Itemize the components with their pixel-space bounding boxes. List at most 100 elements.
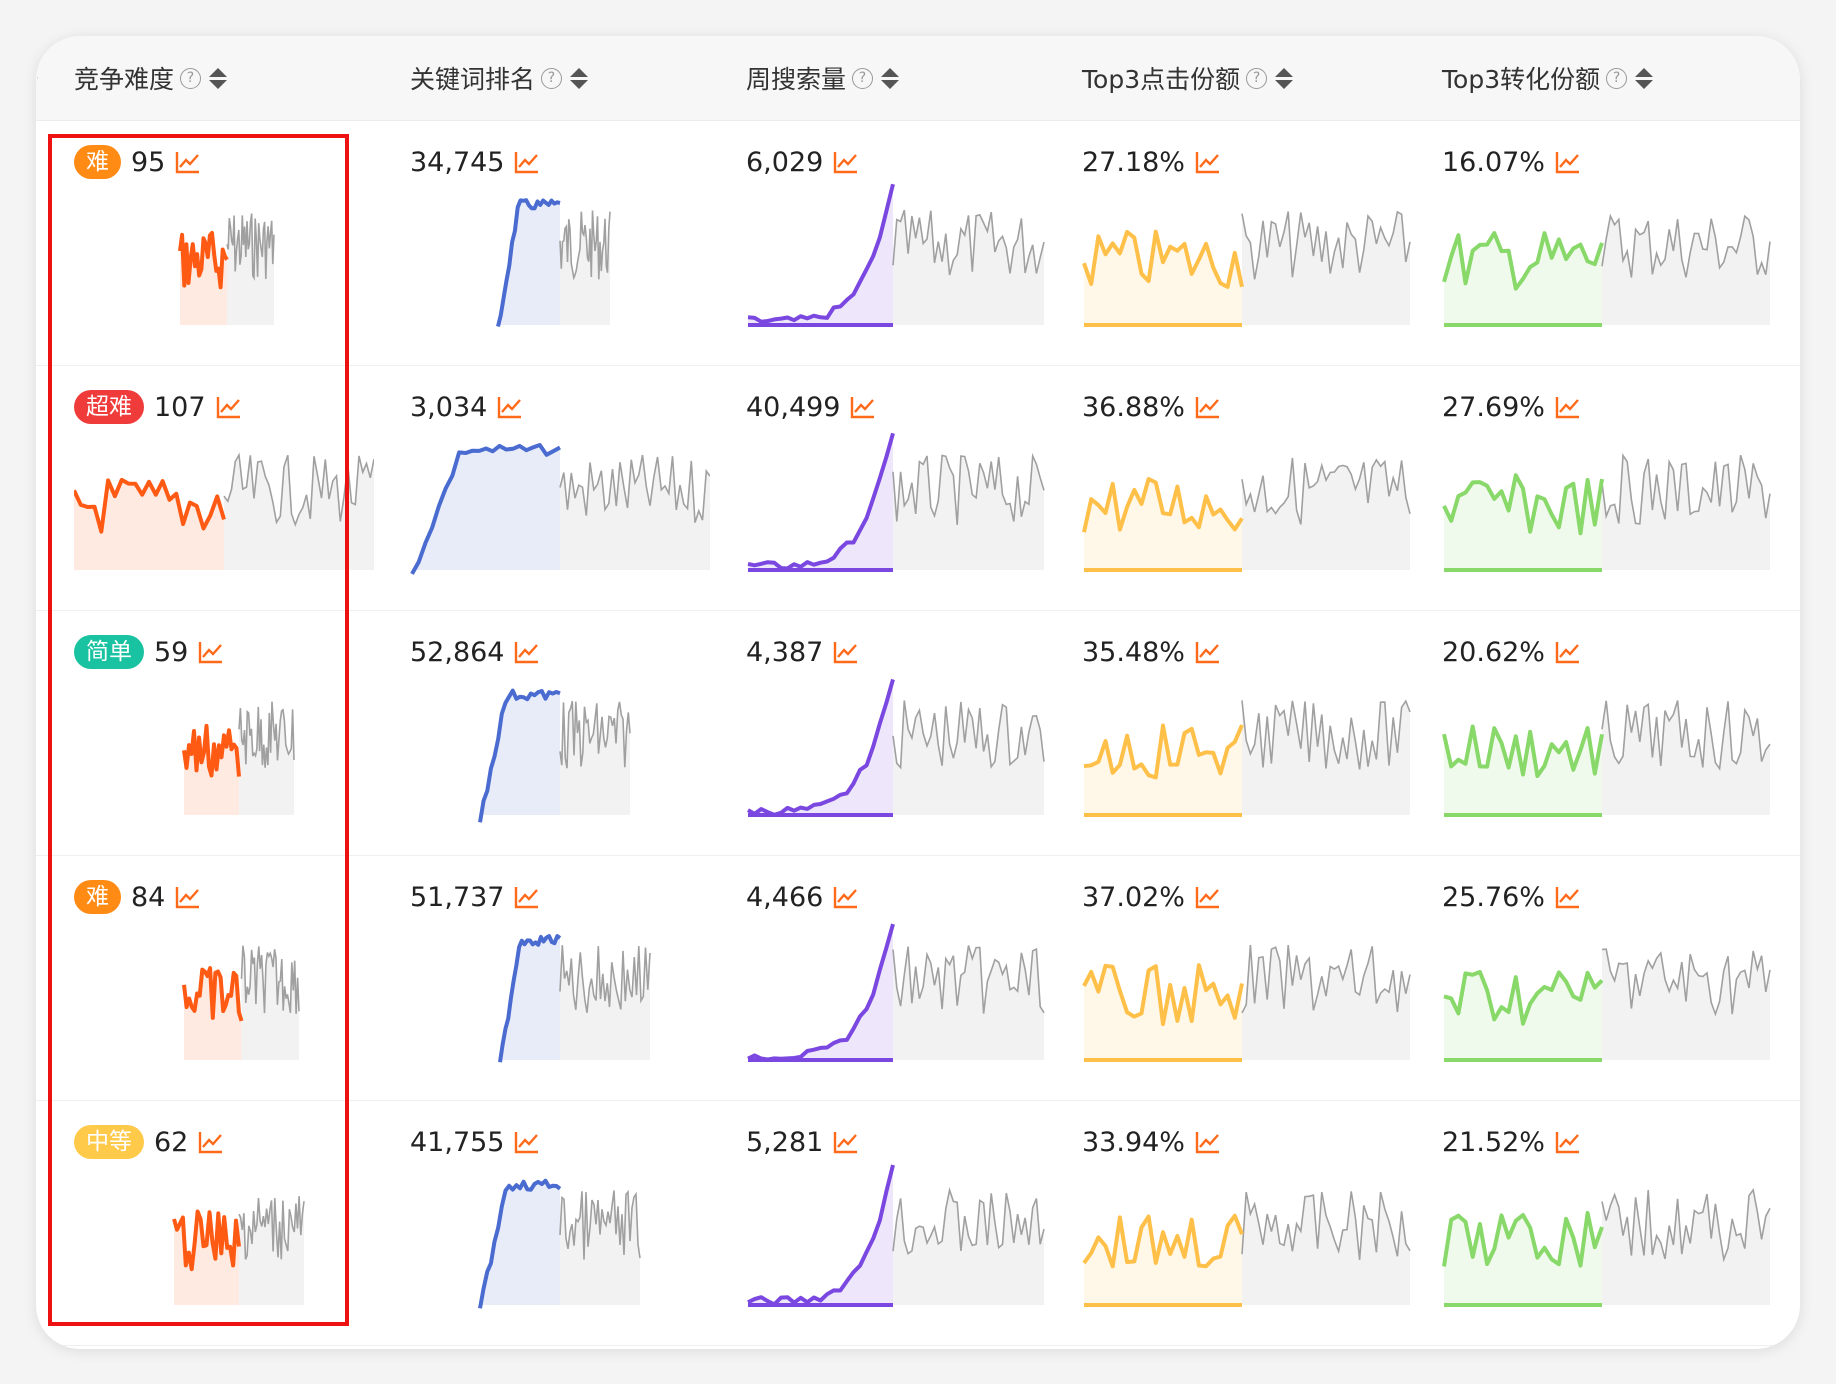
sparkline-area: [1084, 725, 1242, 815]
table-row[interactable]: 超难 107 3,034 40,499 36.88% 27.69%: [36, 365, 1800, 611]
cell-rank: 34,745: [410, 120, 710, 365]
trend-chart-icon[interactable]: [1195, 395, 1221, 419]
trend-chart-icon[interactable]: [216, 395, 242, 419]
column-header-conv-share[interactable]: Top3转化份额 ?: [1442, 36, 1654, 120]
sparkline-current-line: [496, 198, 561, 327]
sparkline-area: [74, 479, 224, 570]
column-header-volume[interactable]: 周搜索量 ?: [746, 36, 900, 120]
trend-chart-icon[interactable]: [198, 1130, 224, 1154]
sparkline-current-line: [182, 723, 241, 778]
metric-value: 5,281: [746, 1126, 824, 1158]
table-row[interactable]: 难 95 34,745 6,029 27.18% 16.07%: [36, 120, 1800, 366]
cell-value-rank: 51,737: [410, 877, 540, 917]
difficulty-badge: 超难: [74, 390, 144, 424]
sparkline-area: [1444, 475, 1602, 570]
metric-value: 27.18%: [1082, 146, 1185, 178]
sort-caret-icon[interactable]: [881, 67, 900, 89]
trend-chart-icon[interactable]: [833, 1130, 859, 1154]
metric-value: 107: [154, 391, 206, 423]
trend-chart-icon[interactable]: [1195, 150, 1221, 174]
trend-chart-icon[interactable]: [1555, 1130, 1581, 1154]
cell-difficulty: 超难 107: [74, 365, 374, 610]
sparkline-current-line: [1442, 473, 1604, 536]
sparkline-difficulty: [182, 945, 300, 1060]
cell-rank: 52,864: [410, 610, 710, 855]
question-circle-icon[interactable]: ?: [541, 67, 563, 89]
trend-chart-icon[interactable]: [1555, 640, 1581, 664]
trend-chart-icon[interactable]: [1555, 395, 1581, 419]
cell-value-conv_share: 20.62%: [1442, 632, 1581, 672]
trend-chart-icon[interactable]: [198, 640, 224, 664]
trend-chart-icon[interactable]: [514, 1130, 540, 1154]
trend-chart-icon[interactable]: [850, 395, 876, 419]
sparkline-area: [748, 924, 893, 1060]
trend-chart-icon[interactable]: [1195, 1130, 1221, 1154]
cell-value-conv_share: 16.07%: [1442, 142, 1581, 182]
sparkline-difficulty: [178, 213, 275, 325]
trend-chart-icon[interactable]: [514, 640, 540, 664]
metric-value: 41,755: [410, 1126, 505, 1158]
trend-chart-icon[interactable]: [833, 150, 859, 174]
sparkline-current-line: [1082, 1213, 1244, 1269]
question-circle-icon[interactable]: ?: [852, 67, 874, 89]
sparkline-rank: [410, 443, 710, 575]
question-circle-icon[interactable]: ?: [1246, 67, 1268, 89]
metric-value: 4,387: [746, 636, 824, 668]
cell-rank: 51,737: [410, 855, 710, 1100]
trend-chart-icon[interactable]: [514, 150, 540, 174]
question-circle-icon[interactable]: ?: [1606, 67, 1628, 89]
cell-difficulty: 简单 59: [74, 610, 374, 855]
sparkline-click_share: [1082, 1191, 1411, 1307]
trend-chart-icon[interactable]: [1195, 885, 1221, 909]
table-row[interactable]: 简单 59 52,864 4,387 35.48% 20.62%: [36, 610, 1800, 856]
metric-value: 52,864: [410, 636, 505, 668]
cell-value-rank: 3,034: [410, 387, 523, 427]
metric-value: 59: [154, 636, 189, 668]
question-circle-icon[interactable]: ?: [180, 67, 202, 89]
metric-value: 62: [154, 1126, 189, 1158]
trend-chart-icon[interactable]: [514, 885, 540, 909]
sort-caret-icon[interactable]: [1275, 67, 1294, 89]
table-row[interactable]: 难 84 51,737 4,466 37.02% 25.76%: [36, 855, 1800, 1101]
sparkline-current-line: [1083, 723, 1244, 780]
sparkline-current-line: [74, 477, 226, 534]
cell-value-volume: 6,029: [746, 142, 859, 182]
column-label: Top3转化份额: [1442, 65, 1601, 94]
metric-value: 36.88%: [1082, 391, 1185, 423]
metric-value: 37.02%: [1082, 881, 1185, 913]
column-header-difficulty[interactable]: 竞争难度 ?: [74, 36, 228, 120]
column-header-click-share[interactable]: Top3点击份额 ?: [1082, 36, 1294, 120]
sparkline-history-line: [1241, 945, 1411, 1014]
trend-chart-icon[interactable]: [833, 640, 859, 664]
cell-volume: 5,281: [746, 1100, 1046, 1345]
metric-value: 34,745: [410, 146, 505, 178]
cell-value-conv_share: 25.76%: [1442, 877, 1581, 917]
sparkline-conv_share: [1443, 948, 1771, 1062]
trend-chart-icon[interactable]: [833, 885, 859, 909]
sparkline-current-line: [478, 688, 561, 823]
trend-chart-icon[interactable]: [1555, 885, 1581, 909]
trend-chart-icon[interactable]: [1555, 150, 1581, 174]
sort-caret-icon[interactable]: [209, 67, 228, 89]
sparkline-volume: [747, 678, 1045, 817]
sparkline-history-line: [559, 1189, 641, 1260]
column-header-rank[interactable]: 关键词排名 ?: [410, 36, 589, 120]
sparkline-area: [1444, 1213, 1602, 1305]
trend-chart-icon[interactable]: [175, 885, 201, 909]
cell-value-rank: 41,755: [410, 1122, 540, 1162]
trend-chart-icon[interactable]: [175, 150, 201, 174]
sparkline-history-line: [559, 210, 611, 281]
sparkline-history-area: [893, 210, 1044, 325]
trend-chart-icon[interactable]: [1195, 640, 1221, 664]
sparkline-current-line: [182, 966, 244, 1022]
sparkline-current-line: [1082, 963, 1244, 1027]
trend-chart-icon[interactable]: [497, 395, 523, 419]
sort-caret-icon[interactable]: [570, 67, 589, 89]
sparkline-history-line: [1601, 213, 1771, 278]
sparkline-current-line: [1443, 970, 1604, 1026]
sparkline-history-line: [892, 209, 1045, 276]
sparkline-history-area: [560, 945, 650, 1060]
sparkline-history-line: [238, 701, 295, 768]
table-row[interactable]: 中等 62 41,755 5,281 33.94% 21.52%: [36, 1100, 1800, 1346]
sort-caret-icon[interactable]: [1635, 67, 1654, 89]
